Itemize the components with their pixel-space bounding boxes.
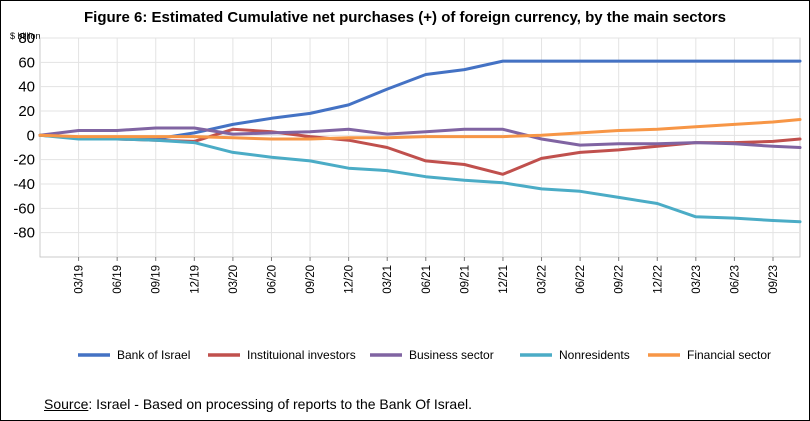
source-text: : Israel - Based on processing of report… bbox=[88, 396, 472, 412]
x-tick-label: 12/19 bbox=[189, 265, 201, 294]
x-tick-label: 09/21 bbox=[459, 265, 471, 294]
x-tick-label: 09/19 bbox=[151, 265, 163, 294]
source-note: Source: Israel - Based on processing of … bbox=[44, 396, 472, 412]
y-tick-label: 60 bbox=[18, 54, 35, 71]
source-label: Source bbox=[44, 396, 89, 412]
series-line-business-sector bbox=[38, 126, 802, 149]
legend-label: Bank of Israel bbox=[117, 348, 190, 362]
x-tick-label: 06/23 bbox=[729, 265, 741, 294]
x-tick-label: 12/21 bbox=[498, 265, 510, 294]
y-tick-label: 0 bbox=[27, 127, 35, 144]
x-tick-label: 06/20 bbox=[266, 265, 278, 294]
y-tick-label: 40 bbox=[18, 79, 35, 96]
x-tick-label: 09/23 bbox=[768, 265, 780, 294]
plot-area bbox=[39, 37, 801, 258]
y-tick-label: -80 bbox=[13, 225, 35, 242]
series-line-nonresidents bbox=[38, 133, 802, 224]
x-tick-label: 03/20 bbox=[228, 265, 240, 294]
y-tick-label: -60 bbox=[13, 200, 35, 217]
y-tick-label: 80 bbox=[18, 30, 35, 47]
x-tick-label: 03/23 bbox=[691, 265, 703, 294]
y-tick-label: -40 bbox=[13, 176, 35, 193]
y-tick-label: 20 bbox=[18, 103, 35, 120]
legend-label: Nonresidents bbox=[559, 348, 630, 362]
x-tick-label: 06/21 bbox=[421, 265, 433, 294]
x-tick-label: 12/22 bbox=[652, 265, 664, 294]
series-line-financial-sector bbox=[38, 118, 802, 141]
legend-label: Instituional investors bbox=[247, 348, 356, 362]
y-tick-label: -20 bbox=[13, 152, 35, 169]
x-tick-label: 06/22 bbox=[575, 265, 587, 294]
legend-label: Financial sector bbox=[687, 348, 771, 362]
x-tick-label: 09/22 bbox=[614, 265, 626, 294]
y-axis-unit-label: $ billion bbox=[10, 31, 41, 41]
legend-label: Business sector bbox=[409, 348, 494, 362]
x-tick-label: 03/19 bbox=[74, 265, 86, 294]
x-tick-label: 12/20 bbox=[344, 265, 356, 294]
chart-title: Figure 6: Estimated Cumulative net purch… bbox=[84, 9, 726, 26]
x-tick-label: 03/22 bbox=[537, 265, 549, 294]
x-tick-label: 09/20 bbox=[305, 265, 317, 294]
x-tick-label: 03/21 bbox=[382, 265, 394, 294]
x-tick-label: 06/19 bbox=[112, 265, 124, 294]
